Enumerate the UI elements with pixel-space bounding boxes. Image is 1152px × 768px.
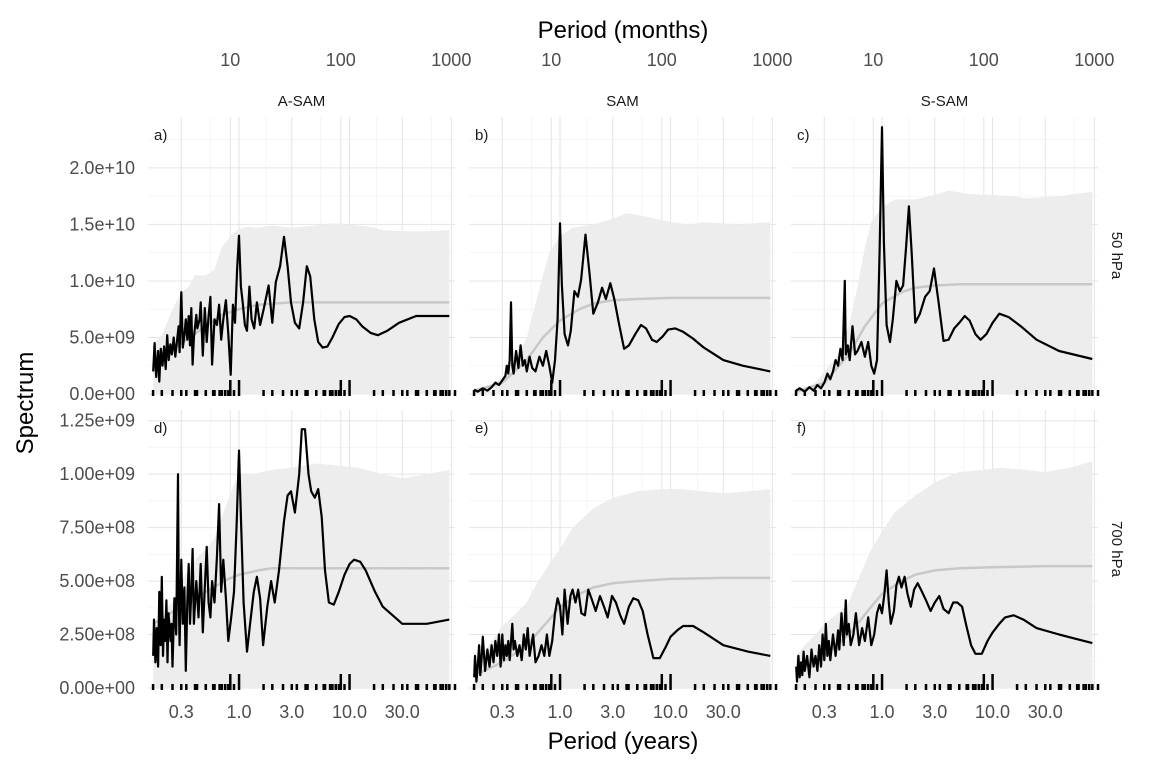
x-tick-label: 3.0 (922, 702, 947, 722)
x-tick-label: 3.0 (600, 702, 625, 722)
spectrum-line (152, 234, 450, 383)
x-tick-label: 0.3 (812, 702, 837, 722)
strip-label-a-sam: A-SAM (278, 93, 326, 110)
top-x-axis-title: Period (months) (538, 17, 709, 44)
confidence-band (796, 461, 1093, 688)
x-tick-label: 10.0 (975, 702, 1010, 722)
y-tick-label: 1.25e+09 (59, 411, 135, 431)
null-spectrum-line (795, 283, 1093, 393)
x-tick-label: 0.3 (169, 702, 194, 722)
x-tick-label: 1.0 (548, 702, 573, 722)
panel-b: b) (469, 117, 778, 396)
top-tick-label: 100 (647, 50, 677, 70)
spectrum-line (473, 588, 771, 683)
panel-tag: e) (475, 420, 488, 437)
x-tick-label: 10.0 (332, 702, 367, 722)
y-tick-label: 1.00e+09 (59, 464, 135, 484)
y-tick-label: 1.5e+10 (69, 214, 135, 234)
panel-tag: c) (797, 127, 810, 144)
x-tick-label: 30.0 (385, 702, 420, 722)
panel-c: c) (791, 117, 1100, 396)
y-tick-label: 5.0e+09 (69, 327, 135, 347)
row-label: 700 hPa (1108, 521, 1125, 578)
x-tick-label: 10.0 (653, 702, 688, 722)
strip-label-s-sam: S-SAM (921, 93, 969, 110)
top-tick-label: 100 (969, 50, 999, 70)
panel-e: e) (469, 410, 778, 690)
y-tick-label: 2.0e+10 (69, 158, 135, 178)
y-tick-label: 7.50e+08 (59, 518, 135, 538)
x-tick-label: 30.0 (706, 702, 741, 722)
row-label: 50 hPa (1108, 232, 1125, 280)
spectrum-line (473, 222, 771, 393)
top-tick-label: 1000 (752, 50, 792, 70)
panel-tag: b) (475, 127, 488, 144)
top-tick-label: 10 (541, 50, 561, 70)
y-tick-label: 5.00e+08 (59, 571, 135, 591)
spectrum-line (795, 126, 1093, 393)
top-tick-label: 1000 (1074, 50, 1114, 70)
x-tick-label: 1.0 (227, 702, 252, 722)
top-tick-label: 10 (220, 50, 240, 70)
x-tick-label: 30.0 (1028, 702, 1063, 722)
confidence-band (474, 489, 771, 688)
confidence-band (153, 463, 450, 688)
top-tick-label: 10 (863, 50, 883, 70)
spectrum-line (152, 428, 450, 673)
top-tick-label: 100 (326, 50, 356, 70)
y-axis-title: Spectrum (12, 352, 39, 455)
panel-tag: a) (154, 127, 167, 144)
x-axis-title: Period (years) (548, 728, 699, 755)
confidence-band (796, 190, 1093, 394)
confidence-band (474, 213, 771, 394)
panel-d: d) (148, 410, 457, 690)
y-tick-label: 0.0e+00 (69, 384, 135, 404)
x-tick-label: 1.0 (870, 702, 895, 722)
panel-tag: d) (154, 420, 167, 437)
y-tick-label: 0.00e+00 (59, 678, 135, 698)
y-tick-label: 1.0e+10 (69, 271, 135, 291)
panel-f: f) (791, 410, 1100, 690)
panel-tag: f) (797, 420, 806, 437)
y-tick-label: 2.50e+08 (59, 625, 135, 645)
spectrum-line (795, 569, 1093, 683)
strip-label-sam: SAM (606, 93, 639, 110)
top-tick-label: 1000 (431, 50, 471, 70)
x-tick-label: 0.3 (490, 702, 515, 722)
x-tick-label: 3.0 (279, 702, 304, 722)
facet-panels: A-SAM 10 100 1000 SAM 10 100 1000 S-SAM 10 100 1000… (59, 50, 1125, 722)
panel-a: a) (148, 117, 457, 396)
